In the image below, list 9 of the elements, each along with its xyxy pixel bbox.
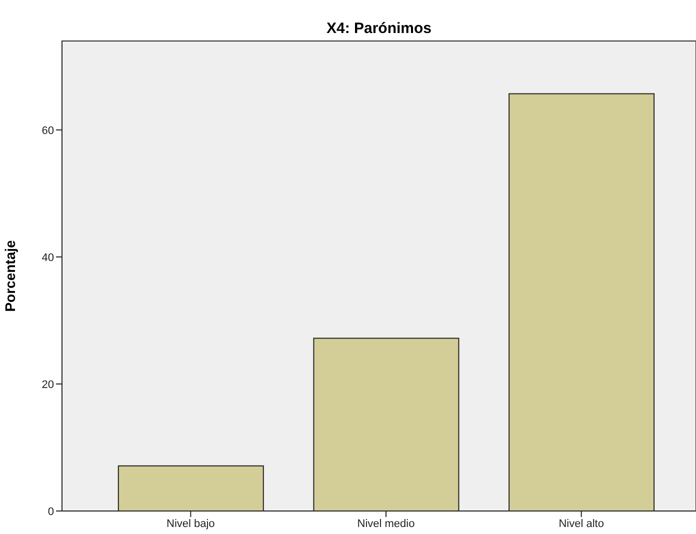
y-tick-label: 20 <box>42 378 54 391</box>
x-tick-label: Nivel medio <box>357 518 415 530</box>
chart-title: X4: Parónimos <box>325 20 433 37</box>
y-tick-label: 60 <box>42 124 54 137</box>
x-tick-label: Nivel bajo <box>166 518 215 530</box>
y-tick-label: 0 <box>48 506 54 518</box>
y-axis-title: Porcentaje <box>2 240 18 312</box>
x-tick-label: Nivel alto <box>558 518 604 530</box>
y-tick-label: 40 <box>42 252 54 264</box>
